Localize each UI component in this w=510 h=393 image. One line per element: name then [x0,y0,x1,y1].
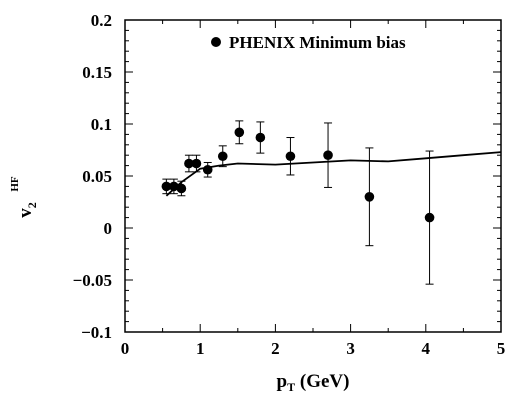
data-point [255,132,266,143]
model-curve [165,151,502,197]
y-axis-title-sup: HF [9,176,21,192]
x-axis-title-sub: T [287,380,295,393]
y-axis-title-main: v [15,208,36,218]
legend-marker [211,37,221,47]
axis-ticks [124,19,502,333]
y-tick-label: 0.05 [82,167,112,186]
data-point [191,158,202,169]
data-point [161,181,172,192]
legend-label: PHENIX Minimum bias [229,33,406,52]
data-point [202,164,213,175]
x-tick-label: 1 [196,339,205,358]
x-tick-label: 5 [497,339,506,358]
data-point [169,181,179,192]
model-curve-group [165,151,502,197]
x-tick-label: 3 [346,339,355,358]
x-axis-title-main: p [277,371,288,392]
x-tick-label: 4 [422,339,431,358]
y-axis-title-sub: 2 [25,202,39,208]
x-axis-title-unit: (GeV) [295,371,349,392]
y-tick-label: 0.15 [82,63,112,82]
y-tick-label: 0.1 [91,115,112,134]
data-point [285,151,296,162]
plot-frame [124,19,502,333]
y-axis-title: v2 HF [9,176,39,218]
x-axis-title: pT (GeV) [277,371,350,393]
y-tick-label: −0.1 [81,323,112,342]
data-point [176,183,187,194]
y-tick-label: −0.05 [73,271,112,290]
y-tick-label: 0 [104,219,113,238]
x-tick-label: 2 [271,339,280,358]
data-point [364,192,375,202]
x-tick-label: 0 [121,339,130,358]
data-point [184,158,194,169]
legend: PHENIX Minimum bias [211,33,406,52]
data-point [323,150,333,160]
y-tick-label: 0.2 [91,11,112,30]
data-point [234,127,245,138]
svg-text:v2: v2 [15,202,39,218]
data-point [424,212,435,223]
error-bars [162,120,434,285]
axis-tick-labels: 0 1 2 3 4 5 −0.1 −0.05 0 0.05 0.1 0.15 0.2 [73,11,506,358]
data-point [217,151,228,162]
data-points [161,127,435,223]
